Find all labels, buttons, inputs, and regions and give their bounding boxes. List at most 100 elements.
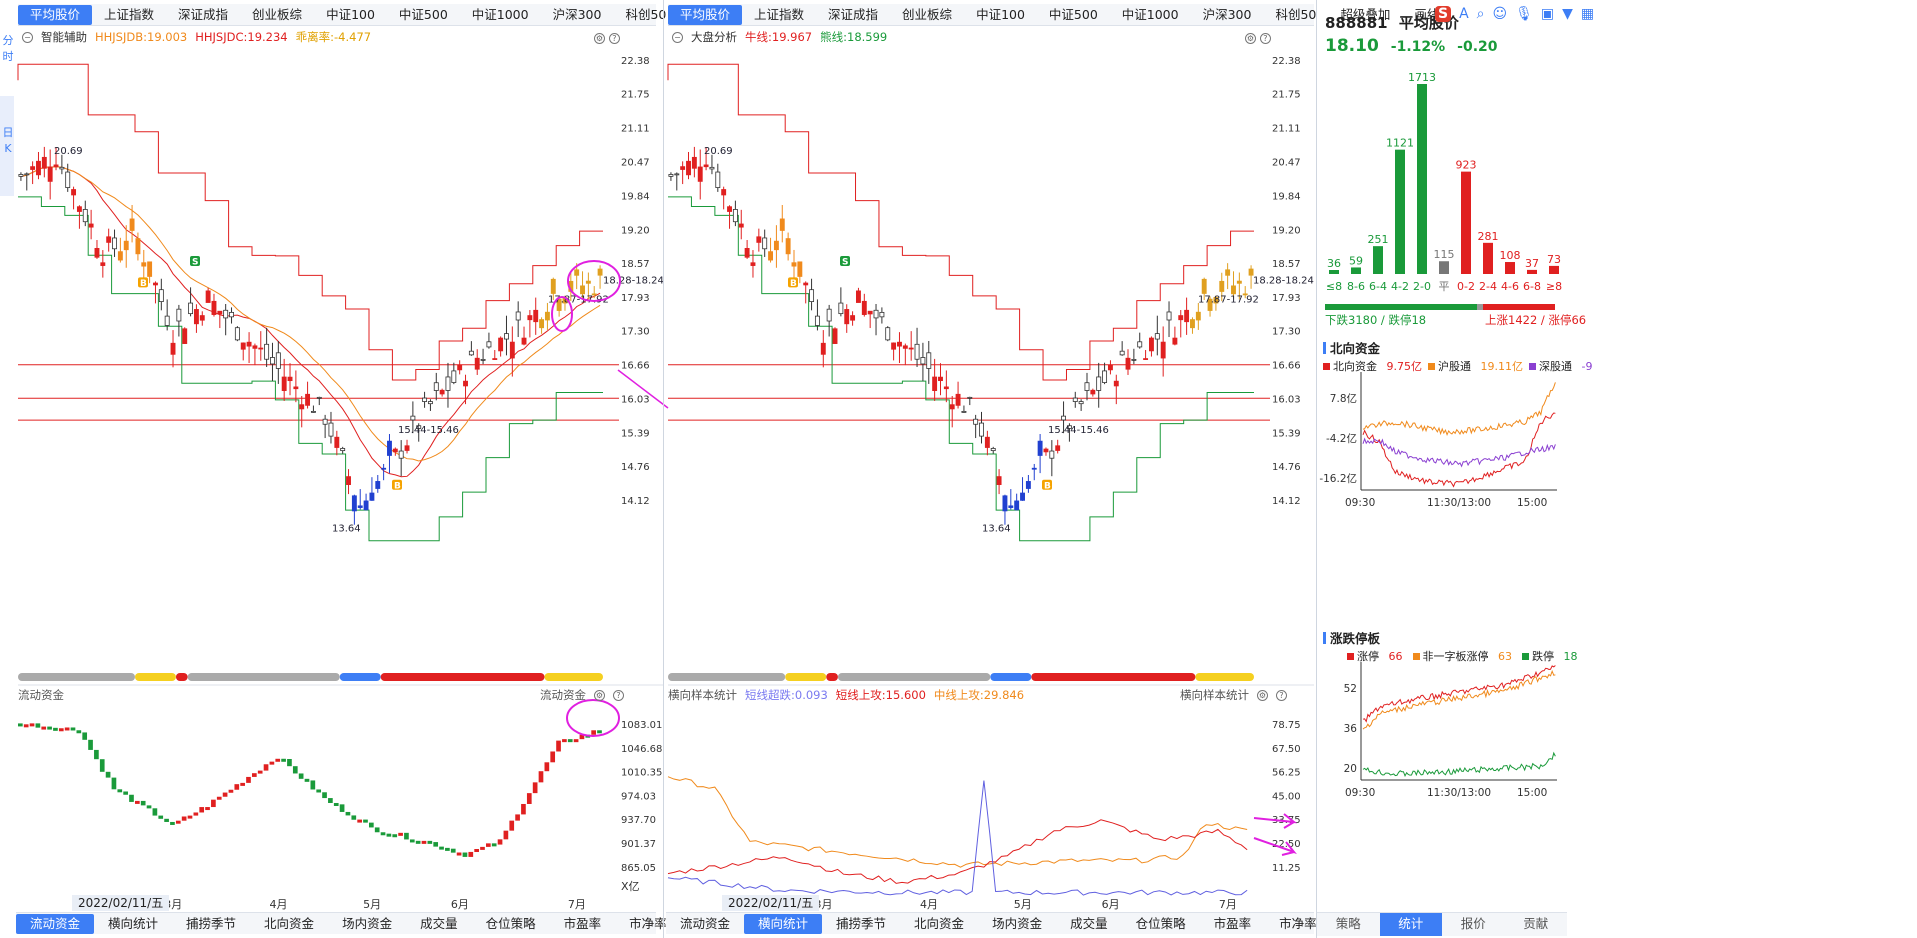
tab-3[interactable]: 创业板综 (902, 6, 953, 22)
candle-body (112, 237, 117, 250)
candle-body (1061, 415, 1067, 421)
tab-0[interactable]: 平均股价 (18, 4, 93, 25)
tab-6[interactable]: 仓位策略 (485, 915, 536, 931)
tab-1[interactable]: 统计 (1379, 913, 1442, 936)
indicator-name[interactable]: 智能辅助 (41, 30, 87, 44)
left-sub-header: 流动资金 (18, 686, 64, 704)
tab-4[interactable]: 场内资金 (992, 915, 1043, 931)
fund-flow-bar (579, 734, 585, 740)
tab-2[interactable]: 捕捞季节 (186, 915, 237, 931)
tab-4[interactable]: 中证100 (976, 6, 1025, 22)
tab-8[interactable]: 科创50 (1275, 6, 1317, 22)
fund-flow-bar (562, 739, 567, 743)
candle-body (1078, 401, 1084, 405)
tab-5[interactable]: 中证500 (398, 6, 448, 22)
range-label: 17.87-17.92 (1198, 295, 1259, 306)
fund-flow-bar (187, 815, 193, 819)
axis-label: 36 (1344, 723, 1358, 735)
dist-value: 36 (1327, 257, 1341, 270)
search-icon[interactable]: ⌕ (1476, 6, 1485, 22)
tab-1[interactable]: 横向统计 (108, 915, 159, 931)
tab-6[interactable]: 中证1000 (471, 6, 529, 22)
gift-icon[interactable]: ▣ (1540, 6, 1555, 22)
shirt-icon[interactable]: ▼ (1562, 6, 1573, 22)
side-tab-k[interactable]: K (4, 142, 12, 155)
candle-body (328, 422, 334, 437)
status-segment (544, 673, 603, 681)
tab-3[interactable]: 创业板综 (252, 6, 303, 22)
legend-name: 北向资金 (1333, 360, 1377, 373)
sub-indicator-name[interactable]: 横向样本统计 (668, 688, 737, 702)
emoji-icon[interactable]: ☺ (1492, 6, 1508, 22)
tab-8[interactable]: 市净率 (629, 915, 667, 931)
tab-2[interactable]: 报价 (1460, 916, 1486, 931)
fund-flow-bar (292, 766, 298, 774)
collapse-icon[interactable]: − (672, 31, 683, 43)
candle-body (979, 422, 984, 437)
tab-9[interactable]: 超级叠加 (1340, 6, 1391, 22)
tab-4[interactable]: 中证100 (326, 6, 375, 22)
mid-settings-icons[interactable]: ⚙ ? (1245, 30, 1271, 44)
range-label: 18.28-18.24 (603, 275, 664, 286)
tab-1[interactable]: 上证指数 (754, 6, 805, 22)
sub-indicator-name[interactable]: 流动资金 (18, 688, 64, 702)
dist-label: 平 (1439, 280, 1450, 293)
dist-bar (1373, 246, 1383, 274)
tab-1[interactable]: 横向统计 (744, 913, 823, 934)
side-tab-fen[interactable]: 分 (2, 34, 14, 47)
side-tab-ri[interactable]: 日 (2, 126, 14, 139)
fund-flow-bar (456, 852, 462, 856)
tab-8[interactable]: 市净率 (1279, 915, 1317, 931)
tab-4[interactable]: 场内资金 (342, 915, 393, 931)
tab-7[interactable]: 沪深300 (1202, 6, 1252, 22)
legend-value: 66 (1385, 650, 1403, 663)
legend-item: 非一字板涨停 63 (1412, 648, 1512, 664)
tab-1[interactable]: 上证指数 (104, 6, 155, 22)
candle-body (346, 476, 351, 485)
grid-icon[interactable]: ▦ (1580, 6, 1595, 22)
price-axis-label: 15.39 (1272, 428, 1301, 439)
fund-flow-bar (421, 840, 427, 844)
price-axis-label: 21.11 (621, 124, 650, 135)
dist-label: 0-2 (1457, 280, 1475, 293)
help-icon[interactable]: ? (1276, 689, 1287, 701)
tab-10[interactable]: 画线 (1414, 6, 1440, 22)
tab-7[interactable]: 市盈率 (1213, 915, 1252, 931)
tab-7[interactable]: 市盈率 (563, 915, 602, 931)
fund-flow-bar (82, 732, 88, 740)
tab-5[interactable]: 成交量 (1070, 915, 1108, 931)
fund-flow-bar (357, 819, 362, 823)
tab-2[interactable]: 捕捞季节 (836, 915, 887, 931)
left-settings-icons[interactable]: ⚙ ? (594, 30, 620, 44)
candle-body (117, 251, 123, 261)
tab-0[interactable]: 流动资金 (680, 915, 731, 931)
candle-body (973, 418, 979, 425)
help-icon[interactable]: ? (613, 689, 624, 701)
tab-5[interactable]: 中证500 (1048, 6, 1098, 22)
tab-6[interactable]: 仓位策略 (1135, 915, 1186, 931)
tab-5[interactable]: 成交量 (420, 915, 458, 931)
tab-3[interactable]: 北向资金 (264, 915, 315, 931)
tab-0[interactable]: 流动资金 (16, 913, 95, 934)
price-axis-label: 21.75 (1272, 90, 1301, 101)
fund-flow-bar (164, 818, 169, 822)
side-tab-shi[interactable]: 时 (2, 50, 14, 63)
collapse-icon[interactable]: − (22, 31, 33, 43)
fund-flow-bar (515, 814, 520, 821)
tab-7[interactable]: 沪深300 (552, 6, 602, 22)
mic-icon[interactable]: 🎙 (1515, 6, 1533, 22)
tab-0[interactable]: 策略 (1335, 916, 1361, 931)
indicator-name[interactable]: 大盘分析 (691, 30, 737, 44)
tab-2[interactable]: 深证成指 (178, 6, 229, 22)
tab-3[interactable]: 北向资金 (914, 915, 965, 931)
tab-2[interactable]: 深证成指 (828, 6, 879, 22)
tab-6[interactable]: 中证1000 (1121, 6, 1179, 22)
font-icon[interactable]: A (1459, 6, 1469, 22)
candle-body (938, 376, 943, 382)
candle-body (82, 209, 88, 223)
settings-icon[interactable]: ⚙ (594, 689, 605, 701)
tab-0[interactable]: 平均股价 (668, 4, 743, 25)
tab-8[interactable]: 科创50 (625, 6, 667, 22)
settings-icon[interactable]: ⚙ (1257, 689, 1268, 701)
tab-3[interactable]: 贡献 (1523, 916, 1549, 931)
